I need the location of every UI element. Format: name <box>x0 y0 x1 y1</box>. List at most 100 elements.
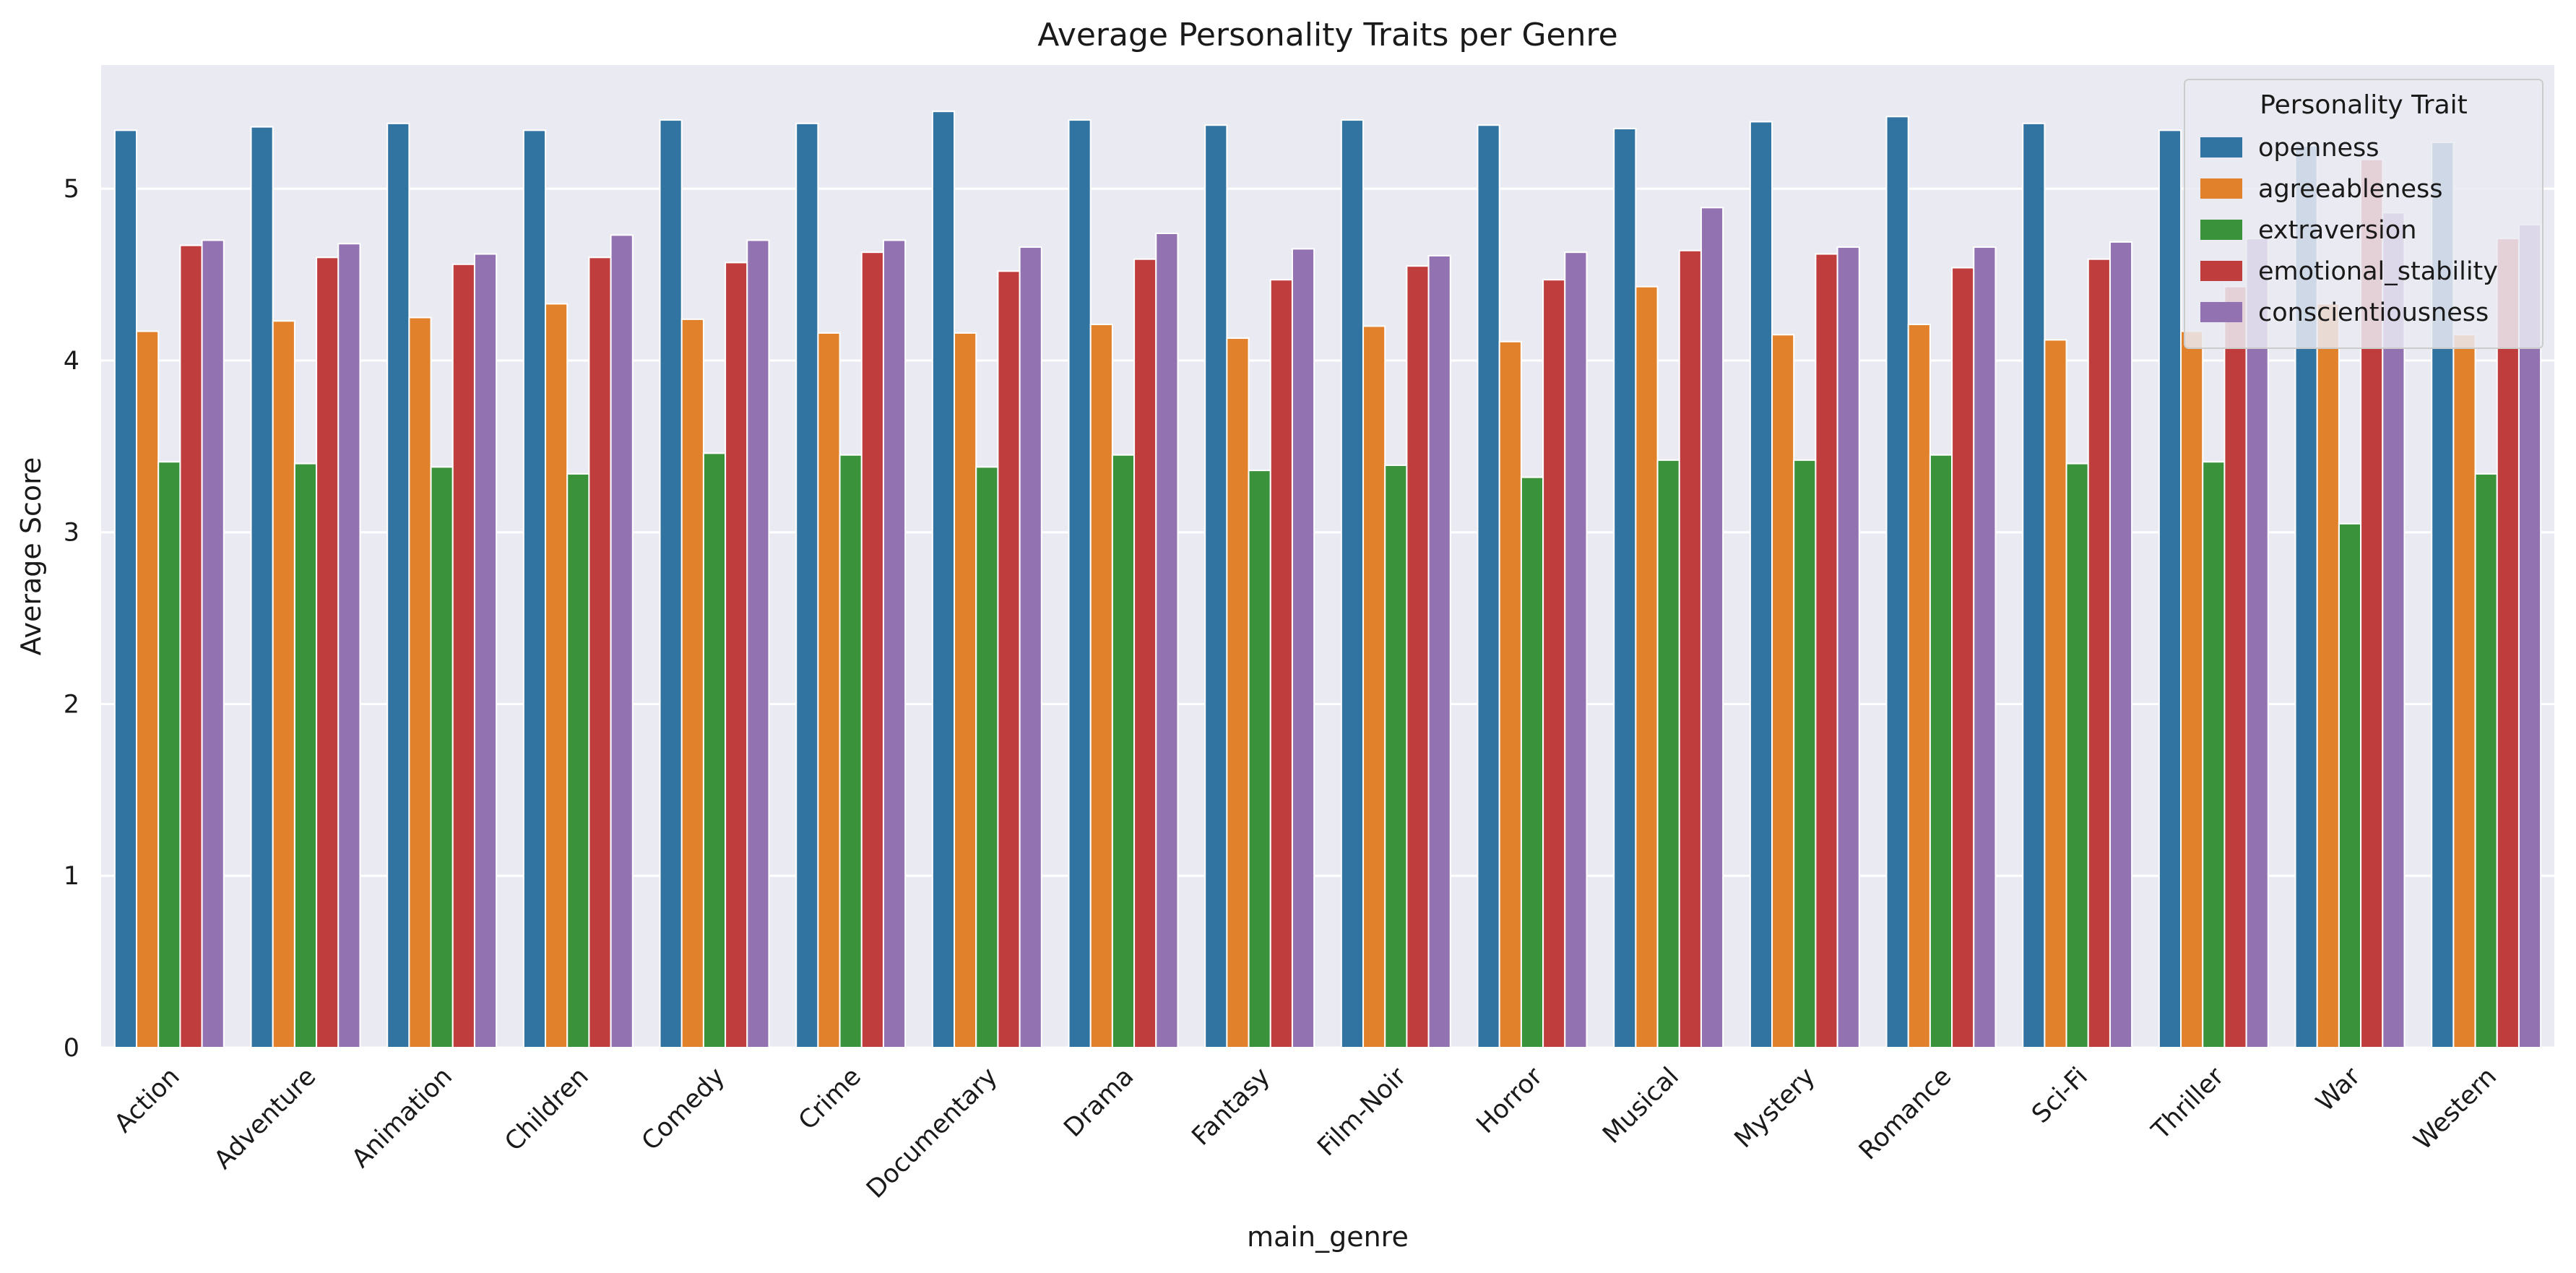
x-tick-comedy: Comedy <box>636 1062 730 1156</box>
bar-sci-fi-extraversion <box>2065 462 2089 1048</box>
bar-comedy-conscientiousness <box>746 239 770 1049</box>
bar-western-extraversion <box>2474 472 2498 1048</box>
legend-box <box>2184 79 2543 349</box>
legend-label-conscientiousness: conscientiousness <box>2258 298 2489 327</box>
bar-fantasy-extraversion <box>1248 470 1271 1048</box>
bar-musical-extraversion <box>1656 459 1680 1048</box>
bar-thriller-openness <box>2158 129 2182 1049</box>
bar-documentary-extraversion <box>975 466 999 1048</box>
bar-musical-openness <box>1613 127 1637 1048</box>
bar-action-agreeableness <box>136 330 160 1048</box>
x-tick-animation: Animation <box>347 1062 458 1173</box>
bar-children-extraversion <box>566 472 590 1048</box>
bar-fantasy-agreeableness <box>1226 337 1250 1049</box>
legend-label-openness: openness <box>2258 134 2380 163</box>
bar-children-emotional-stability <box>588 256 612 1048</box>
x-tick-adventure: Adventure <box>209 1062 321 1175</box>
bar-drama-extraversion <box>1111 454 1136 1048</box>
bar-action-extraversion <box>157 461 181 1048</box>
bar-animation-conscientiousness <box>473 253 498 1048</box>
x-tick-mystery: Mystery <box>1729 1062 1821 1154</box>
legend: Personality Trait openness agreeableness e… <box>2184 79 2543 349</box>
bar-mystery-extraversion <box>1793 459 1817 1048</box>
bar-animation-openness <box>386 122 410 1049</box>
legend-swatch-agreeableness <box>2200 178 2242 199</box>
x-tick-film-noir: Film-Noir <box>1312 1062 1412 1162</box>
bar-film-noir-openness <box>1340 119 1365 1049</box>
bar-animation-emotional-stability <box>451 263 475 1048</box>
bar-sci-fi-conscientiousness <box>2109 241 2133 1048</box>
bar-romance-extraversion <box>1929 454 1953 1048</box>
bar-crime-extraversion <box>839 454 863 1048</box>
bar-horror-emotional-stability <box>1542 279 1566 1049</box>
x-tick-horror: Horror <box>1471 1062 1549 1139</box>
bar-film-noir-extraversion <box>1384 464 1408 1048</box>
legend-items: openness agreeableness extraversion emotion… <box>2200 134 2498 327</box>
legend-title: Personality Trait <box>2260 90 2468 120</box>
bar-comedy-openness <box>659 119 683 1049</box>
bar-marks <box>113 111 2542 1049</box>
bar-romance-agreeableness <box>1907 324 1931 1048</box>
bar-action-conscientiousness <box>201 239 225 1049</box>
bar-romance-conscientiousness <box>1973 246 1997 1049</box>
bar-film-noir-agreeableness <box>1362 325 1386 1048</box>
bar-adventure-emotional-stability <box>316 256 340 1048</box>
bar-children-agreeableness <box>545 303 569 1048</box>
x-tick-crime: Crime <box>793 1062 867 1136</box>
x-tick-labels: Action Adventure Animation Children Comedy Cr… <box>109 1062 2502 1204</box>
y-tick-4: 4 <box>64 347 79 376</box>
chart-title: Average Personality Traits per Genre <box>1037 17 1617 53</box>
bar-comedy-emotional-stability <box>725 262 748 1049</box>
bar-crime-agreeableness <box>817 332 841 1048</box>
bar-adventure-conscientiousness <box>337 243 361 1049</box>
bar-western-agreeableness <box>2452 334 2476 1048</box>
bar-western-emotional-stability <box>2496 238 2520 1048</box>
bar-horror-openness <box>1477 124 1500 1048</box>
x-tick-western: Western <box>2408 1062 2502 1156</box>
bar-action-openness <box>113 129 138 1049</box>
bar-musical-emotional-stability <box>1678 249 1702 1048</box>
y-tick-2: 2 <box>64 690 79 719</box>
y-axis-label: Average Score <box>15 457 47 656</box>
bar-children-openness <box>522 129 547 1049</box>
bar-adventure-extraversion <box>293 462 318 1048</box>
bar-war-extraversion <box>2338 522 2362 1048</box>
x-tick-sci-fi: Sci-Fi <box>2026 1062 2093 1129</box>
bar-documentary-emotional-stability <box>997 270 1021 1048</box>
bar-crime-emotional-stability <box>860 251 884 1048</box>
y-gridlines <box>101 187 2554 1049</box>
y-tick-0: 0 <box>64 1034 79 1063</box>
bar-romance-openness <box>1885 116 1909 1049</box>
bar-adventure-openness <box>250 126 274 1049</box>
bar-horror-conscientiousness <box>1564 251 1588 1048</box>
bar-documentary-openness <box>931 111 956 1048</box>
x-tick-drama: Drama <box>1058 1062 1139 1143</box>
legend-swatch-openness <box>2200 137 2242 157</box>
bar-mystery-agreeableness <box>1771 334 1795 1048</box>
bar-romance-emotional-stability <box>1951 267 1975 1048</box>
bar-drama-conscientiousness <box>1155 233 1179 1049</box>
bar-drama-agreeableness <box>1089 324 1113 1048</box>
y-tick-labels: 0 1 2 3 4 5 <box>64 175 79 1063</box>
legend-label-emotional-stability: emotional_stability <box>2258 257 2498 286</box>
legend-swatch-emotional-stability <box>2200 261 2242 281</box>
bar-drama-emotional-stability <box>1133 258 1157 1048</box>
bar-fantasy-emotional-stability <box>1269 279 1293 1049</box>
bar-comedy-extraversion <box>702 452 727 1048</box>
bar-film-noir-conscientiousness <box>1427 254 1451 1048</box>
bar-mystery-conscientiousness <box>1836 246 1860 1049</box>
bar-war-agreeableness <box>2316 303 2340 1048</box>
plot-area <box>101 65 2554 1048</box>
y-tick-1: 1 <box>64 862 79 891</box>
x-tick-thriller: Thriller <box>2146 1062 2230 1146</box>
bar-mystery-openness <box>1749 121 1773 1048</box>
bar-fantasy-conscientiousness <box>1291 248 1315 1048</box>
x-tick-documentary: Documentary <box>861 1062 1003 1204</box>
legend-label-extraversion: extraversion <box>2258 216 2416 245</box>
x-axis-label: main_genre <box>1247 1221 1409 1253</box>
bar-animation-extraversion <box>430 466 454 1048</box>
bar-sci-fi-agreeableness <box>2044 339 2067 1049</box>
bar-adventure-agreeableness <box>272 320 295 1048</box>
x-tick-children: Children <box>499 1062 594 1157</box>
